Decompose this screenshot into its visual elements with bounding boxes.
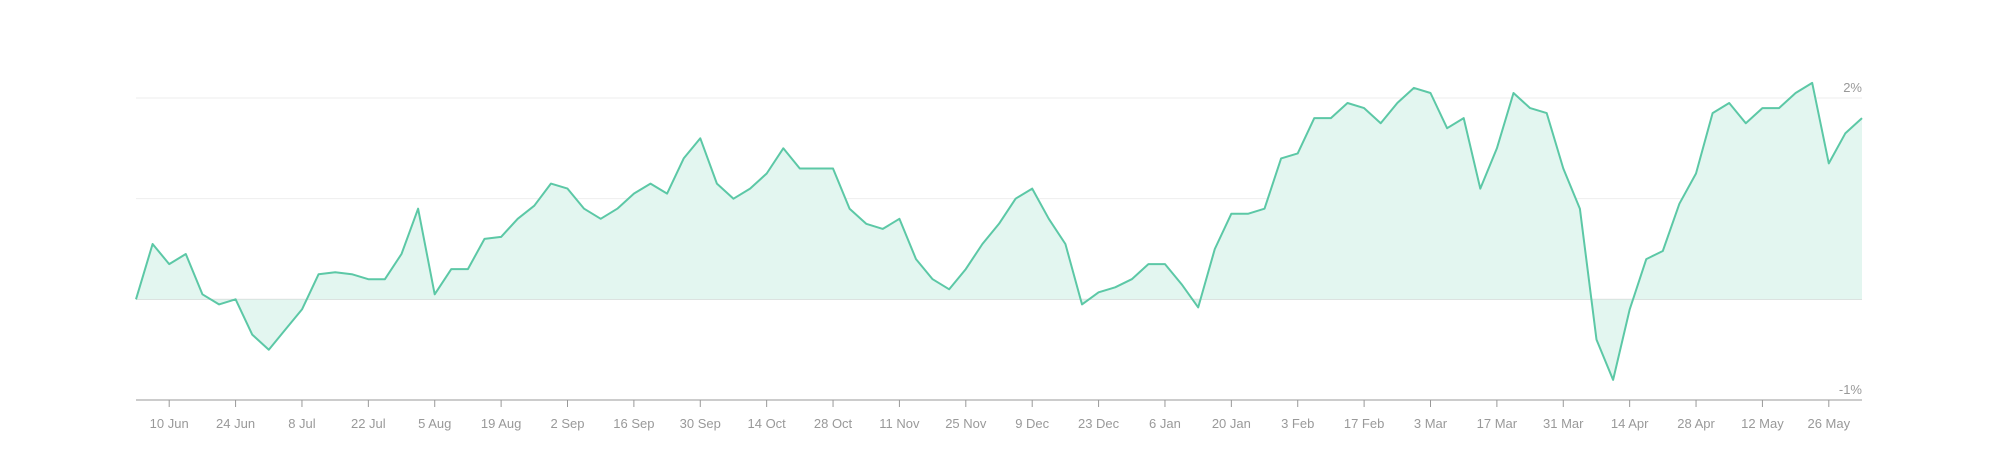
x-tick-label: 19 Aug	[481, 416, 522, 431]
x-tick-label: 11 Nov	[879, 416, 920, 431]
x-tick-label: 20 Jan	[1212, 416, 1251, 431]
x-tick-label: 14 Apr	[1611, 416, 1649, 431]
x-tick-label: 31 Mar	[1543, 416, 1584, 431]
x-tick-label: 24 Jun	[216, 416, 255, 431]
x-tick-label: 17 Mar	[1477, 416, 1518, 431]
x-tick-label: 28 Oct	[814, 416, 853, 431]
x-tick-label: 23 Dec	[1078, 416, 1120, 431]
y-tick-label: 2%	[1843, 80, 1862, 95]
x-tick-label: 12 May	[1741, 416, 1784, 431]
x-tick-label: 8 Jul	[288, 416, 316, 431]
x-tick-label: 17 Feb	[1344, 416, 1384, 431]
x-tick-label: 3 Feb	[1281, 416, 1314, 431]
x-tick-label: 2 Sep	[551, 416, 585, 431]
x-tick-label: 30 Sep	[680, 416, 721, 431]
x-tick-label: 3 Mar	[1414, 416, 1448, 431]
x-tick-label: 6 Jan	[1149, 416, 1181, 431]
x-tick-label: 5 Aug	[418, 416, 451, 431]
y-tick-label: -1%	[1839, 382, 1863, 397]
x-tick-label: 25 Nov	[945, 416, 987, 431]
line	[135, 81, 1863, 381]
x-tick-label: 9 Dec	[1015, 416, 1049, 431]
x-tick-label: 16 Sep	[613, 416, 654, 431]
x-tick-label: 14 Oct	[748, 416, 787, 431]
x-tick-label: 28 Apr	[1677, 416, 1715, 431]
x-tick-label: 10 Jun	[150, 416, 189, 431]
x-tick-label: 22 Jul	[351, 416, 386, 431]
area	[136, 82, 1862, 380]
x-tick-label: 26 May	[1807, 416, 1850, 431]
